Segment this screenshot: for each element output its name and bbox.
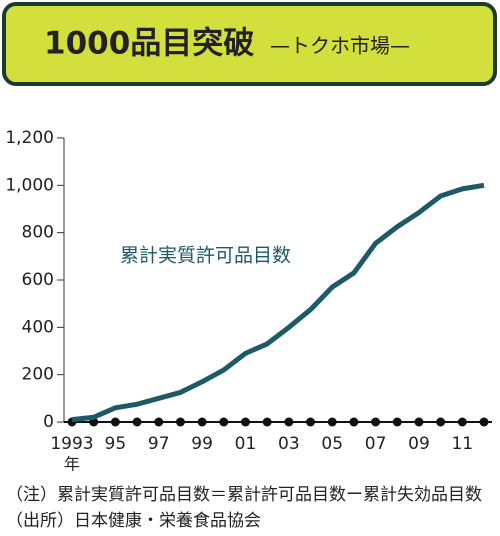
x-tick-dot bbox=[436, 417, 446, 427]
y-tick-label: 200 bbox=[22, 365, 54, 385]
chart: 1000品目突破 —トクホ市場— 0 200 400 600 800 1,000 1,200… bbox=[2, 2, 497, 474]
y-tick-label: 1,000 bbox=[5, 175, 54, 195]
x-tick-dot bbox=[414, 417, 424, 427]
x-tick-label: 11 bbox=[451, 434, 473, 454]
title-box bbox=[2, 2, 497, 86]
x-tick-dot bbox=[306, 417, 316, 427]
x-tick-dot bbox=[371, 417, 381, 427]
x-tick-dot bbox=[479, 417, 489, 427]
chart-title: 1000品目突破 bbox=[44, 26, 254, 62]
x-tick-label: 07 bbox=[365, 434, 387, 454]
x-tick-dot bbox=[262, 417, 272, 427]
x-tick-dot bbox=[154, 417, 164, 427]
y-tick-label: 600 bbox=[22, 270, 54, 290]
x-tick-dot bbox=[219, 417, 229, 427]
x-tick-label: 99 bbox=[191, 434, 213, 454]
x-tick-dot bbox=[110, 417, 120, 427]
x-tick-dot bbox=[240, 417, 250, 427]
x-tick-dot bbox=[457, 417, 467, 427]
x-unit: 年 bbox=[64, 455, 80, 474]
x-tick-label: 09 bbox=[408, 434, 430, 454]
x-tick-label: 95 bbox=[105, 434, 127, 454]
y-tick-label: 0 bbox=[43, 412, 54, 432]
x-tick-label: 05 bbox=[321, 434, 343, 454]
x-tick-label: 01 bbox=[235, 434, 257, 454]
x-tick-label: 1993 bbox=[50, 434, 93, 454]
footnote: （注）累計実質許可品目数＝累計許可品目数ー累計失効品目数 （出所）日本健康・栄養… bbox=[6, 485, 499, 531]
x-tick-dot bbox=[392, 417, 402, 427]
x-tick-dot bbox=[132, 417, 142, 427]
y-tick-label: 400 bbox=[22, 317, 54, 337]
x-tick-dot bbox=[175, 417, 185, 427]
x-tick-dot bbox=[284, 417, 294, 427]
chart-subtitle: —トクホ市場— bbox=[270, 34, 410, 58]
x-tick-label: 03 bbox=[278, 434, 300, 454]
data-line bbox=[71, 182, 485, 423]
y-tick-label: 1,200 bbox=[5, 128, 54, 148]
x-tick-dot bbox=[197, 417, 207, 427]
x-tick-dot bbox=[327, 417, 337, 427]
x-tick-label: 97 bbox=[148, 434, 170, 454]
series-label: 累計実質許可品目数 bbox=[120, 245, 291, 267]
y-tick-label: 800 bbox=[22, 223, 54, 243]
x-tick-dot bbox=[349, 417, 359, 427]
